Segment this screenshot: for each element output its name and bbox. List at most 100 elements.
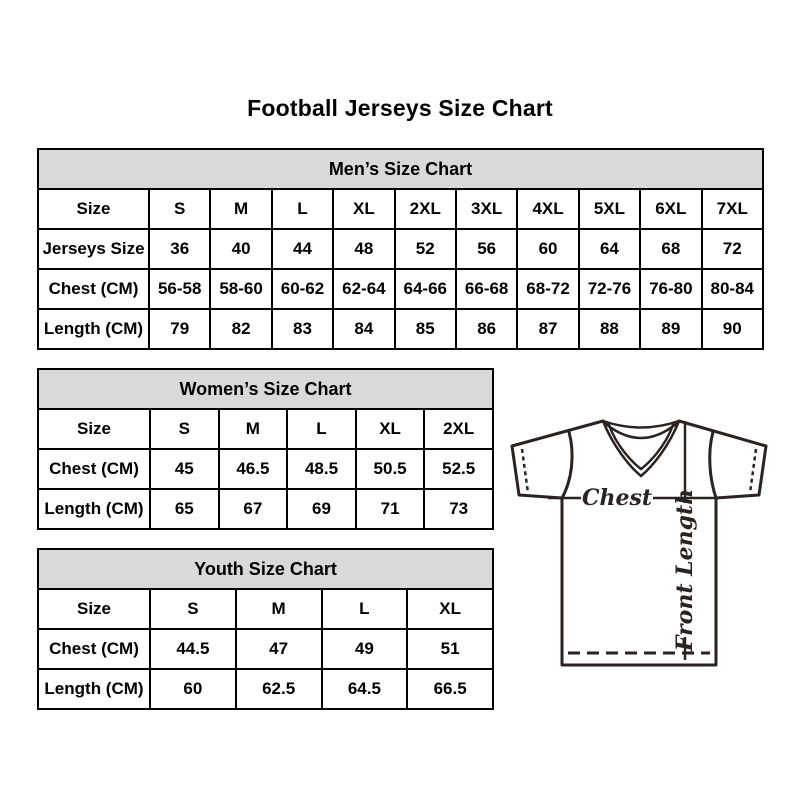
table-cell: XL	[332, 188, 396, 230]
table-cell: 7XL	[700, 188, 765, 230]
table-row: Size S M L XL 2XL 3XL 4XL 5XL 6XL 7XL	[37, 188, 765, 230]
collar-back-outer-arc	[601, 419, 681, 429]
table-cell: 5XL	[577, 188, 642, 230]
table-cell: 73	[423, 488, 494, 530]
table-cell: 60-62	[270, 268, 335, 310]
table-cell: 3XL	[454, 188, 519, 230]
table-cell: L	[270, 188, 335, 230]
table-title-row: Men’s Size Chart	[37, 148, 764, 190]
row-label: Length (CM)	[37, 308, 150, 350]
table-cell: M	[209, 188, 273, 230]
table-cell: 88	[577, 308, 642, 350]
jersey-outline	[510, 419, 768, 667]
table-cell: 6XL	[639, 188, 703, 230]
front-length-label: Front Length	[672, 489, 698, 652]
table-cell: 82	[209, 308, 273, 350]
table-cell: 48	[332, 228, 396, 270]
table-cell: 89	[639, 308, 703, 350]
jersey-collar	[601, 419, 681, 478]
table-row: Jerseys Size 36 40 44 48 52 56 60 64 68 72	[37, 228, 765, 270]
table-cell: 2XL	[393, 188, 457, 230]
mens-table: Men’s Size Chart Size S M L XL 2XL 3XL 4XL 5XL 6XL…	[37, 148, 765, 350]
table-cell: 2XL	[423, 408, 494, 450]
row-label: Length (CM)	[37, 488, 151, 530]
jersey-stitch-lines	[520, 448, 758, 655]
table-cell: 4XL	[516, 188, 580, 230]
table-cell: 36	[147, 228, 212, 270]
table-title-row: Women’s Size Chart	[37, 368, 494, 410]
row-label: Jerseys Size	[37, 228, 150, 270]
row-label: Chest (CM)	[37, 268, 150, 310]
table-cell: 44	[270, 228, 335, 270]
table-row: Length (CM) 79 82 83 84 85 86 87 88 89 90	[37, 308, 765, 350]
table-cell: 48.5	[286, 448, 357, 490]
row-label: Chest (CM)	[37, 448, 151, 490]
table-cell: L	[286, 408, 357, 450]
youth-size-chart: Youth Size Chart Size S M L XL Chest (CM) 44.5 4…	[37, 548, 494, 710]
table-cell: 64.5	[320, 668, 409, 710]
table-cell: S	[147, 188, 212, 230]
row-label: Length (CM)	[37, 668, 151, 710]
table-cell: 62.5	[234, 668, 323, 710]
row-label: Size	[37, 188, 150, 230]
table-cell: 60	[149, 668, 237, 710]
table-cell: 44.5	[149, 628, 237, 670]
measurement-lines	[548, 421, 715, 660]
table-cell: 90	[700, 308, 765, 350]
jersey-right-armhole-seam	[708, 430, 718, 500]
table-cell: 68	[639, 228, 703, 270]
jersey-left-armhole-seam	[560, 430, 574, 500]
table-cell: S	[149, 408, 220, 450]
table-title-row: Youth Size Chart	[37, 548, 494, 590]
table-cell: M	[217, 408, 289, 450]
table-row: Size S M L XL	[37, 588, 494, 630]
table-cell: 69	[286, 488, 357, 530]
table-cell: 76-80	[639, 268, 703, 310]
womens-table: Women’s Size Chart Size S M L XL 2XL Chest (CM)…	[37, 368, 494, 530]
table-cell: 72	[700, 228, 765, 270]
row-label: Size	[37, 408, 151, 450]
collar-v-outer	[601, 419, 681, 478]
jersey-right-shoulder-sleeve	[677, 419, 768, 500]
table-cell: 49	[320, 628, 409, 670]
table-cell: 64-66	[393, 268, 457, 310]
table-cell: 40	[209, 228, 273, 270]
womens-size-chart: Women’s Size Chart Size S M L XL 2XL Chest (CM)…	[37, 368, 494, 530]
table-cell: 86	[454, 308, 519, 350]
table-cell: L	[320, 588, 409, 630]
table-title: Men’s Size Chart	[37, 148, 764, 190]
table-cell: 60	[516, 228, 580, 270]
table-cell: XL	[354, 408, 426, 450]
jersey-diagram: Chest Front Length	[510, 419, 768, 667]
jersey-body	[560, 496, 718, 667]
table-row: Length (CM) 65 67 69 71 73	[37, 488, 494, 530]
page-title: Football Jerseys Size Chart	[247, 95, 553, 121]
table-cell: 50.5	[354, 448, 426, 490]
collar-v-inner	[607, 423, 675, 471]
table-cell: 68-72	[516, 268, 580, 310]
table-cell: 84	[332, 308, 396, 350]
table-cell: 67	[217, 488, 289, 530]
table-cell: 66.5	[406, 668, 494, 710]
table-cell: 46.5	[217, 448, 289, 490]
table-row: Size S M L XL 2XL	[37, 408, 494, 450]
table-cell: 65	[149, 488, 220, 530]
table-cell: 45	[149, 448, 220, 490]
table-cell: 52.5	[423, 448, 494, 490]
table-cell: 56-58	[147, 268, 212, 310]
table-cell: 83	[270, 308, 335, 350]
table-cell: 79	[147, 308, 212, 350]
table-cell: 71	[354, 488, 426, 530]
table-title: Youth Size Chart	[37, 548, 494, 590]
table-cell: 56	[454, 228, 519, 270]
row-label: Size	[37, 588, 151, 630]
table-cell: 66-68	[454, 268, 519, 310]
table-cell: 51	[406, 628, 494, 670]
table-cell: 52	[393, 228, 457, 270]
table-cell: M	[234, 588, 323, 630]
jersey-left-shoulder-sleeve	[510, 419, 605, 500]
table-title: Women’s Size Chart	[37, 368, 494, 410]
chest-label: Chest	[582, 485, 652, 511]
collar-back-inner-arc	[604, 422, 678, 440]
table-cell: 87	[516, 308, 580, 350]
